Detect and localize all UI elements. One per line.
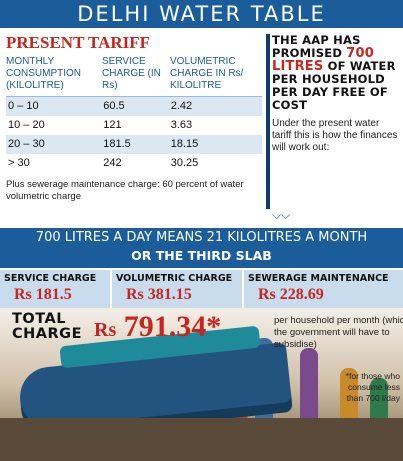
- charge-value: Rs 228.69: [258, 286, 324, 303]
- header-service-charge: SERVICE CHARGE (IN Rs): [102, 56, 161, 91]
- charge-value: Rs 181.5: [14, 286, 72, 303]
- cell-volumetric: 3.63: [170, 119, 193, 131]
- footnote: *for those who consume less than 700 l/d…: [345, 371, 400, 403]
- cell-volumetric: 30.25: [170, 157, 199, 169]
- cell-consumption: 0 – 10: [8, 100, 39, 112]
- aap-promise-panel: THE AAP HAS PROMISED 700 LITRES OF WATER…: [266, 34, 400, 209]
- chevron-down-icon: ⌵⌵: [272, 208, 291, 222]
- cell-volumetric: 18.15: [170, 138, 199, 150]
- charge-label: SERVICE CHARGE: [4, 273, 97, 284]
- slab-bar: 700 LITRES A DAY MEANS 21 KILOLITRES A M…: [0, 228, 403, 268]
- total-amount: 791.34*: [123, 310, 222, 343]
- tariff-header-row: MONTHLY CONSUMPTION (KILOLITRE) SERVICE …: [6, 56, 262, 92]
- present-tariff-section: PRESENT TARIFF MONTHLY CONSUMPTION (KILO…: [6, 34, 262, 203]
- header-consumption: MONTHLY CONSUMPTION (KILOLITRE): [6, 56, 81, 91]
- cell-service: 242: [103, 157, 122, 169]
- header-volumetric-charge: VOLUMETRIC CHARGE IN Rs/ KILOLITRE: [170, 56, 244, 91]
- cell-service: 121: [103, 119, 122, 131]
- banner-title: DELHI WATER TABLE: [0, 0, 403, 28]
- aap-headline: THE AAP HAS PROMISED 700 LITRES OF WATER…: [272, 34, 400, 112]
- table-row: 0 – 10 60.5 2.42: [6, 97, 262, 116]
- aap-head-highlight: 700 LITRES: [272, 46, 375, 74]
- slab-line-1: 700 LITRES A DAY MEANS 21 KILOLITRES A M…: [35, 230, 368, 245]
- tariff-rows: 0 – 10 60.5 2.42 10 – 20 121 3.63 20 – 3…: [6, 96, 262, 173]
- charge-volumetric: VOLUMETRIC CHARGE Rs 381.15: [112, 270, 244, 308]
- cell-service: 181.5: [103, 138, 131, 150]
- total-label-line2: CHARGE: [12, 326, 82, 342]
- panel-accent-bar: [266, 34, 270, 209]
- charge-value: Rs 381.15: [126, 286, 192, 303]
- ground: [0, 418, 403, 461]
- cell-consumption: 10 – 20: [8, 119, 45, 131]
- table-row: > 30 242 30.25: [6, 154, 262, 173]
- slab-line-2: OR THE THIRD SLAB: [131, 248, 272, 263]
- total-currency: Rs: [94, 319, 117, 341]
- table-row: 10 – 20 121 3.63: [6, 116, 262, 135]
- charge-sewerage: SEWERAGE MAINTENANCE Rs 228.69: [244, 270, 403, 308]
- charges-strip: SERVICE CHARGE Rs 181.5 VOLUMETRIC CHARG…: [0, 270, 403, 308]
- aap-head-pre: THE AAP HAS PROMISED: [272, 33, 361, 60]
- total-label: TOTAL CHARGE: [12, 312, 82, 342]
- tariff-title: PRESENT TARIFF: [6, 33, 151, 52]
- water-tanker-photo: [0, 308, 403, 461]
- table-row: 20 – 30 181.5 18.15: [6, 135, 262, 154]
- sewerage-note: Plus sewerage maintenance charge: 60 per…: [6, 179, 244, 202]
- cell-consumption: 20 – 30: [8, 138, 45, 150]
- charge-label: SEWERAGE MAINTENANCE: [248, 273, 389, 284]
- total-charge: TOTAL CHARGE Rs 791.34* per household pe…: [12, 310, 403, 350]
- cell-service: 60.5: [103, 100, 125, 112]
- aap-head-post: OF WATER PER HOUSEHOLD PER DAY FREE OF C…: [272, 59, 396, 112]
- total-label-line1: TOTAL: [12, 311, 66, 327]
- cell-consumption: > 30: [8, 157, 30, 169]
- aap-body-text: Under the present water tariff this is h…: [272, 118, 398, 153]
- crowd-figure: [300, 348, 318, 438]
- cell-volumetric: 2.42: [170, 100, 193, 112]
- total-value: Rs 791.34*: [94, 310, 221, 347]
- charge-label: VOLUMETRIC CHARGE: [116, 273, 233, 284]
- charge-service: SERVICE CHARGE Rs 181.5: [0, 270, 112, 308]
- total-note: per household per month (which the gover…: [274, 315, 403, 350]
